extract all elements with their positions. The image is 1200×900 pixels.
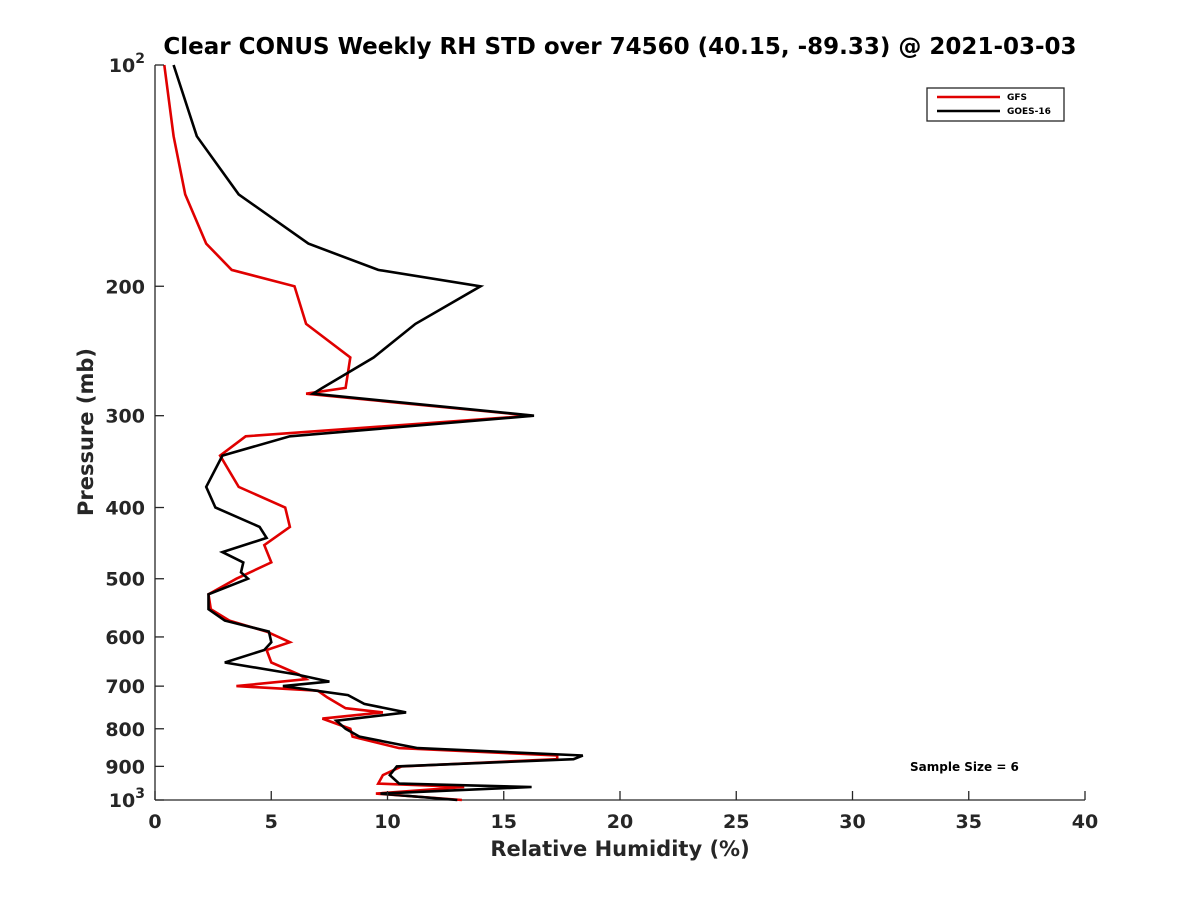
- x-tick-label: 30: [839, 811, 865, 833]
- x-tick-label: 5: [265, 811, 278, 833]
- x-tick-label: 35: [956, 811, 982, 833]
- series-group: [163, 64, 584, 802]
- chart-title: Clear CONUS Weekly RH STD over 74560 (40…: [163, 34, 1076, 60]
- x-ticks: 0 5 10 15 20 25 30 35 40: [148, 791, 1098, 833]
- y-tick-label: 400: [105, 498, 145, 520]
- x-tick-label: 40: [1072, 811, 1098, 833]
- series-line-goes-16: [172, 64, 584, 802]
- x-axis-title: Relative Humidity (%): [490, 837, 749, 861]
- y-tick-label-exponent: 3: [135, 786, 145, 802]
- y-tick-label: 800: [105, 719, 145, 741]
- y-tick-label: 102: [109, 51, 145, 77]
- x-tick-label: 0: [148, 811, 161, 833]
- series-line-gfs: [163, 64, 559, 802]
- sample-size-annotation: Sample Size = 6: [910, 760, 1019, 774]
- y-tick-label: 300: [105, 406, 145, 428]
- y-tick-label-base: 10: [109, 790, 135, 812]
- y-axis-title: Pressure (mb): [74, 348, 98, 516]
- x-tick-label: 10: [374, 811, 400, 833]
- legend: GFS GOES-16: [926, 87, 1065, 122]
- x-tick-label: 20: [607, 811, 633, 833]
- legend-label-goes-16: GOES-16: [1007, 107, 1051, 117]
- chart-title-group: Clear CONUS Weekly RH STD over 74560 (40…: [163, 34, 1076, 60]
- y-tick-label: 600: [105, 627, 145, 649]
- y-tick-label-exponent: 2: [135, 51, 145, 67]
- y-tick-label: 900: [105, 756, 145, 778]
- legend-box: [926, 87, 1065, 122]
- y-tick-label: 200: [105, 276, 145, 298]
- x-tick-label: 15: [491, 811, 517, 833]
- x-tick-label: 25: [723, 811, 749, 833]
- y-tick-label: 500: [105, 569, 145, 591]
- y-tick-label: 700: [105, 676, 145, 698]
- axis-titles: Relative Humidity (%) Pressure (mb): [74, 348, 750, 861]
- legend-label-gfs: GFS: [1007, 93, 1027, 103]
- y-tick-label-base: 10: [109, 55, 135, 77]
- y-tick-label: 103: [109, 786, 145, 812]
